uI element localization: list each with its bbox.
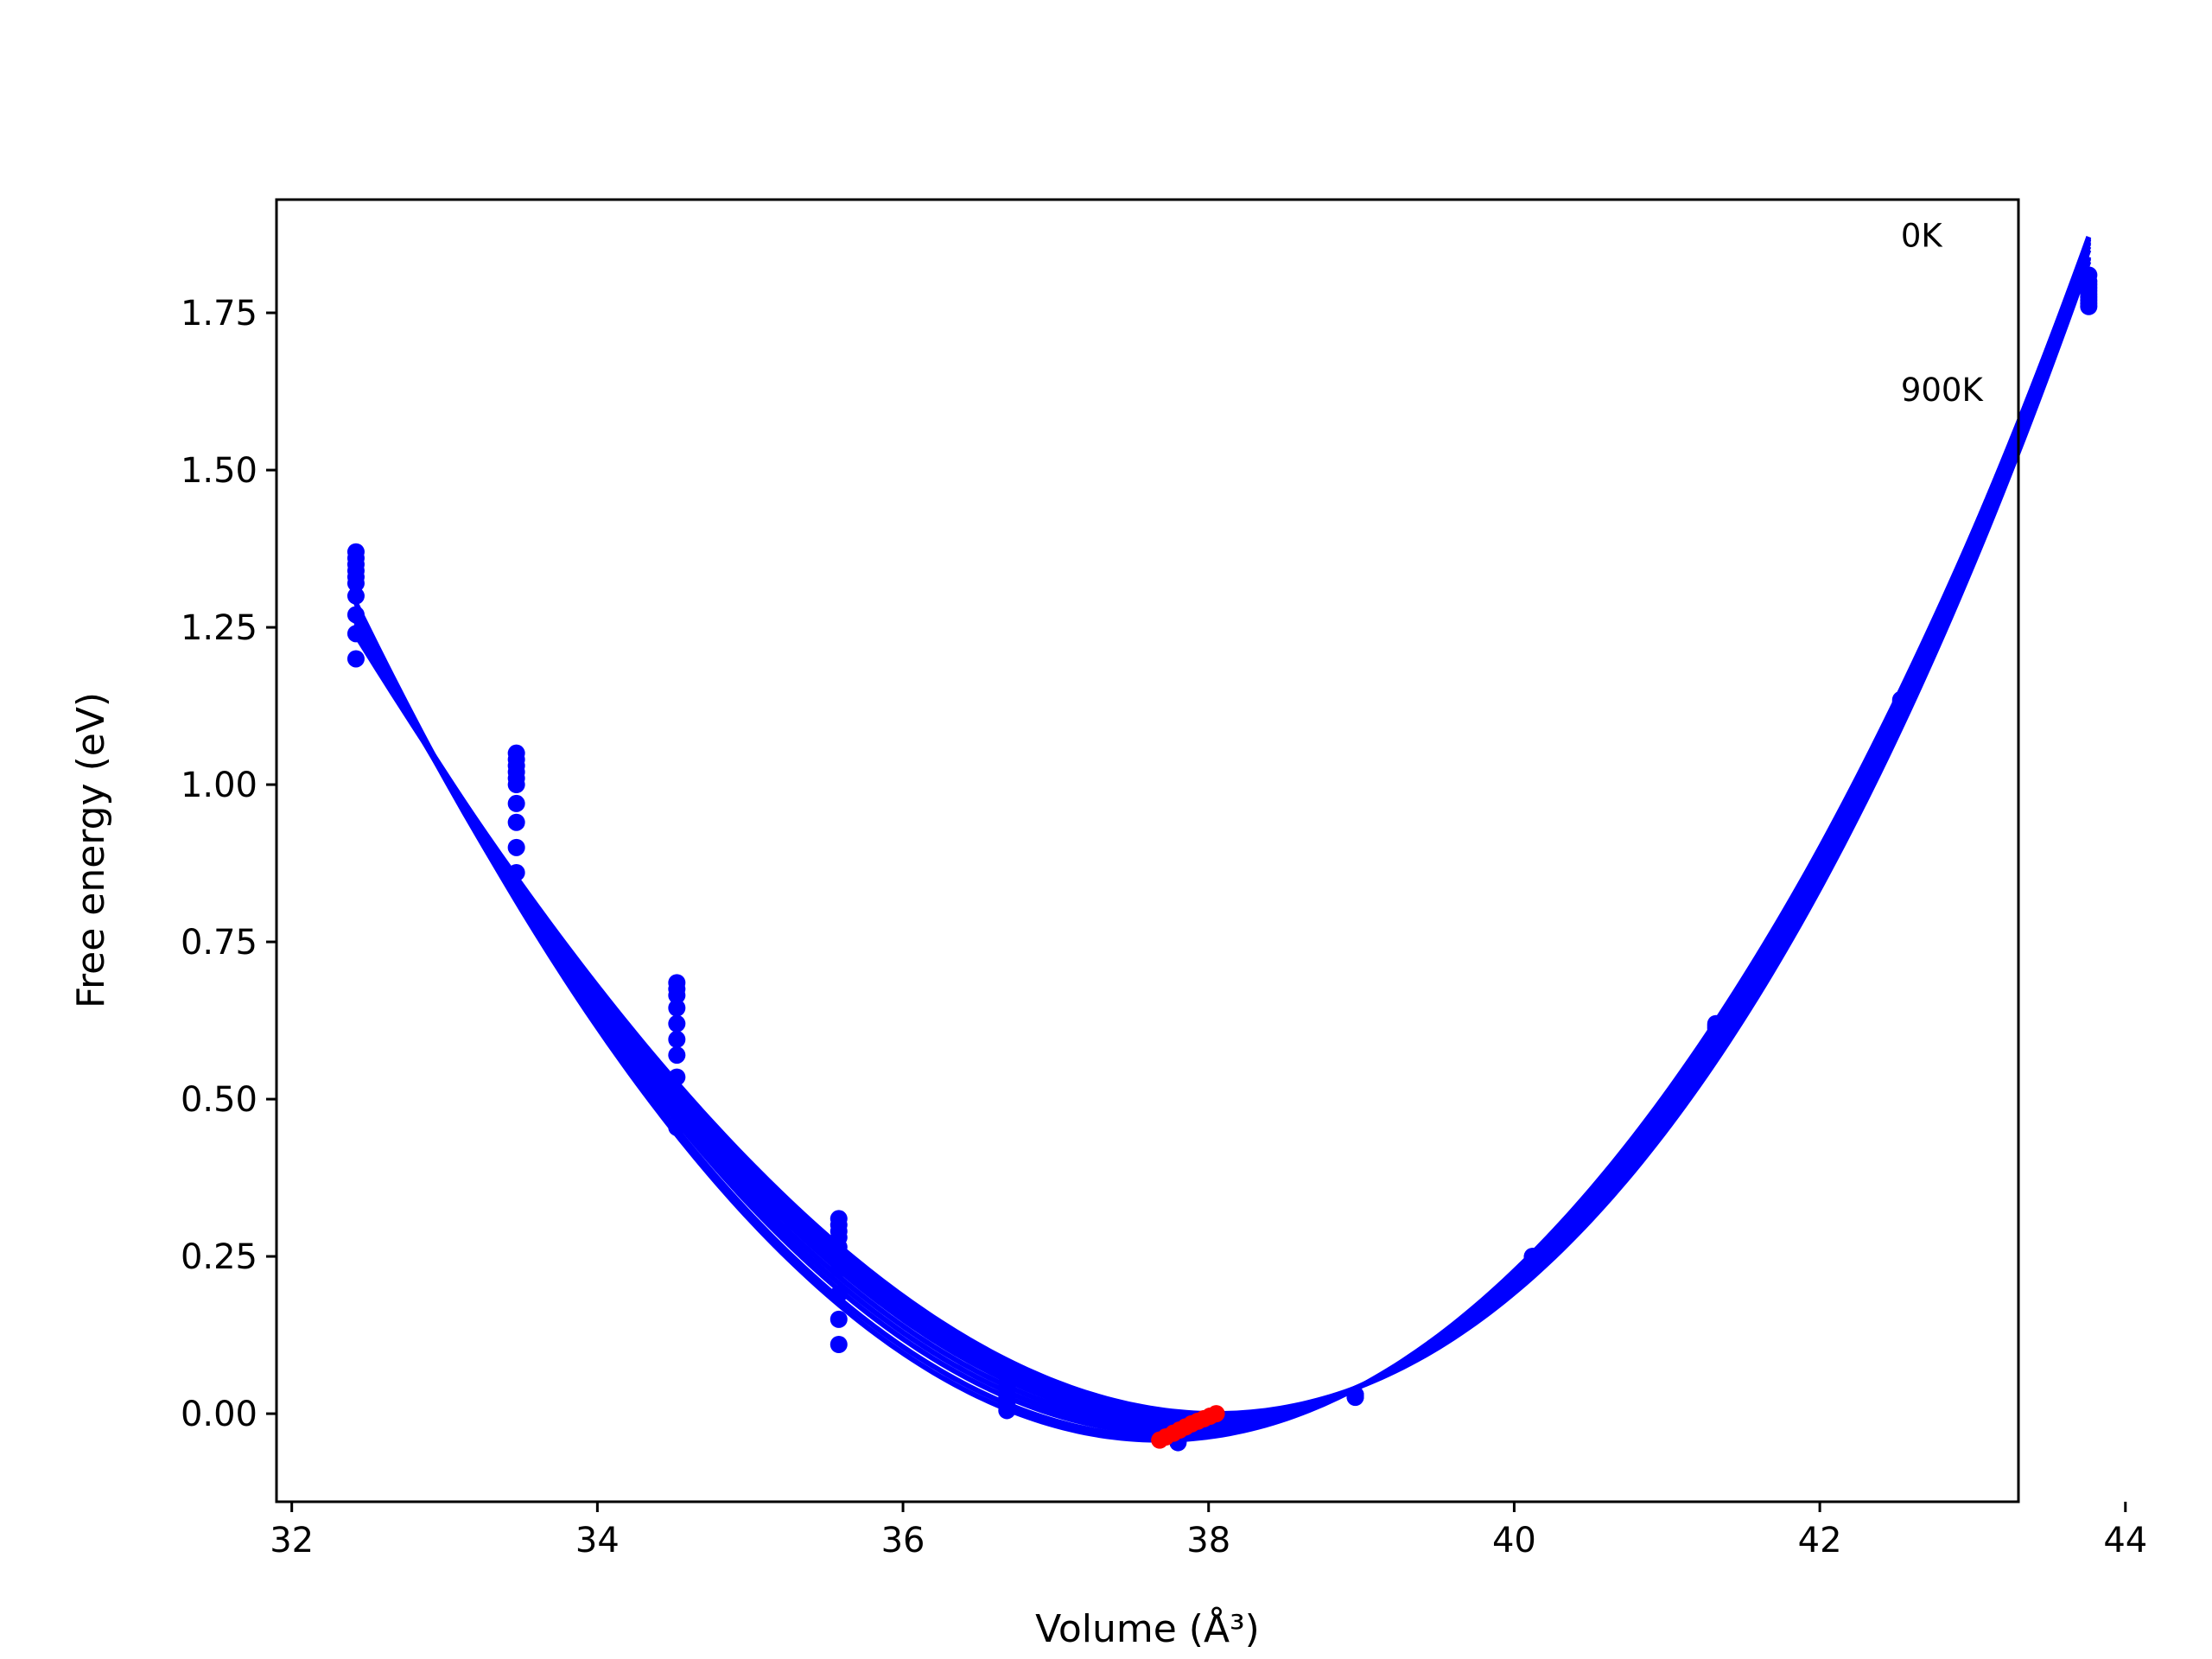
data-point [1707, 1020, 1725, 1039]
data-point [668, 999, 686, 1017]
data-point [830, 1285, 848, 1303]
data-point [998, 1402, 1016, 1420]
x-axis-ticks: 32 34 36 38 40 42 44 [270, 1502, 2147, 1560]
y-tick-label: 1.50 [181, 451, 257, 491]
data-point [346, 625, 365, 643]
plot-frame [275, 198, 2020, 1503]
data-points [346, 266, 2098, 1452]
data-point [507, 776, 525, 794]
data-point [1891, 702, 1910, 720]
y-axis-label: Free energy (eV) [69, 692, 113, 1008]
data-point [507, 794, 525, 812]
y-tick-label: 0.00 [181, 1395, 257, 1434]
x-tick-label: 42 [1798, 1521, 1842, 1560]
data-point [668, 986, 686, 1004]
y-tick-label: 0.25 [181, 1237, 257, 1277]
data-point [668, 1068, 686, 1086]
data-point [1523, 1250, 1541, 1268]
x-tick-label: 38 [1186, 1521, 1230, 1560]
y-tick-label: 1.00 [181, 766, 257, 805]
y-tick-label: 0.75 [181, 923, 257, 963]
data-point [507, 863, 525, 881]
x-tick-label: 36 [881, 1521, 925, 1560]
x-tick-label: 44 [2103, 1521, 2147, 1560]
data-point [346, 606, 365, 624]
data-point [507, 838, 525, 856]
data-point [830, 1248, 848, 1266]
data-point [346, 587, 365, 605]
data-point [507, 813, 525, 831]
x-tick-label: 40 [1492, 1521, 1536, 1560]
data-point [830, 1336, 848, 1353]
fit-curves [353, 236, 2092, 1443]
x-axis-label: Volume (Å³) [1035, 1605, 1260, 1651]
data-point [668, 1046, 686, 1065]
y-tick-label: 0.50 [181, 1080, 257, 1120]
data-point [830, 1310, 848, 1328]
y-axis-ticks: 0.00 0.25 0.50 0.75 1.00 1.25 1.50 1.75 [181, 294, 276, 1434]
data-point [668, 1030, 686, 1048]
data-point [830, 1260, 848, 1278]
data-point [346, 575, 365, 593]
fit-curve-900K [353, 257, 2092, 1443]
y-tick-label: 1.75 [181, 294, 257, 334]
x-tick-label: 32 [270, 1521, 314, 1560]
curve-annotations: 0K 900K [1901, 218, 1985, 409]
curve-annotation: 900K [1901, 372, 1985, 409]
data-point [1346, 1389, 1364, 1407]
y-tick-label: 1.25 [181, 608, 257, 648]
curve-annotation: 0K [1901, 218, 1944, 255]
data-point [2080, 297, 2098, 315]
x-tick-label: 34 [575, 1521, 620, 1560]
minimum-points [1151, 1405, 1225, 1449]
minimum-point [1151, 1431, 1169, 1449]
data-point [346, 650, 365, 668]
data-point [668, 1118, 686, 1136]
data-point [668, 1090, 686, 1109]
data-point [668, 1014, 686, 1033]
